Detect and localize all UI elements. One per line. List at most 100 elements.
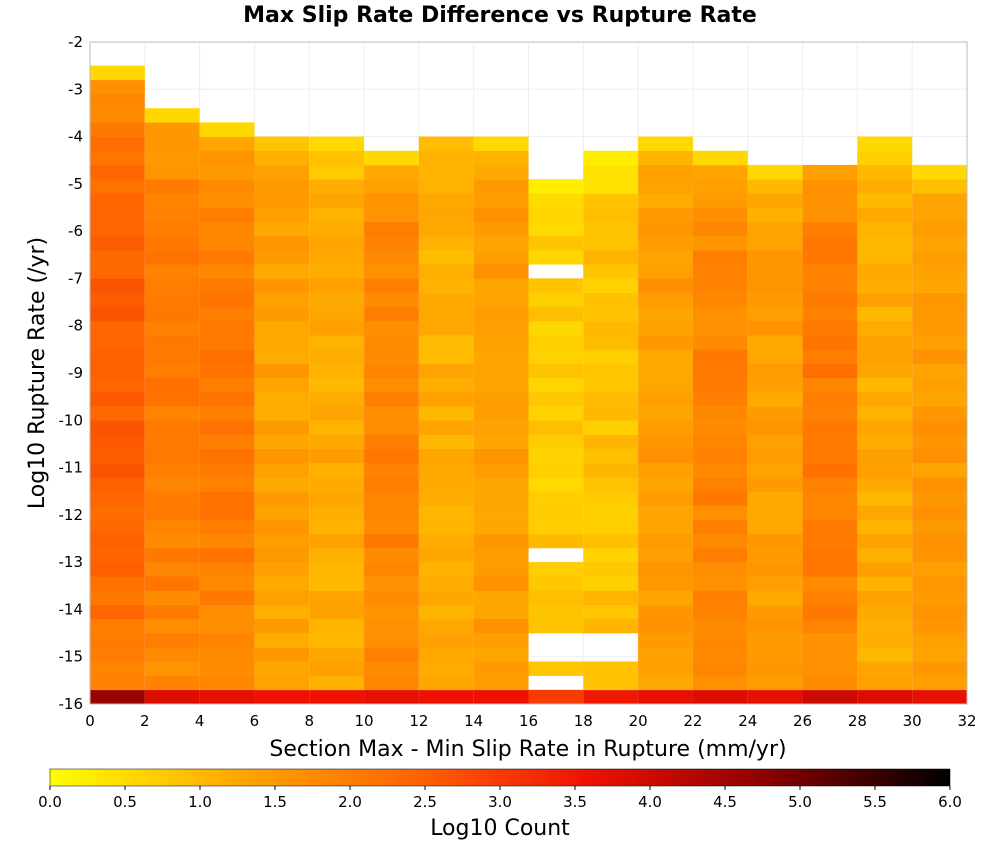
heatmap-cell [90, 562, 145, 577]
heatmap-cell [912, 533, 967, 549]
heatmap-cell [364, 576, 419, 591]
heatmap-cell [528, 320, 584, 336]
heatmap-cell [638, 661, 693, 676]
heatmap-cell [692, 335, 748, 350]
x-tick-label: 8 [304, 712, 314, 730]
heatmap-cell [802, 377, 858, 393]
heatmap-cell [692, 661, 748, 676]
heatmap-cell [364, 377, 419, 393]
heatmap-cell [857, 136, 913, 152]
heatmap-cell [199, 633, 255, 648]
heatmap-cell [692, 491, 748, 506]
heatmap-cell [144, 150, 200, 166]
heatmap-cell [199, 164, 255, 180]
heatmap-cell [309, 150, 365, 166]
heatmap-cells [90, 65, 967, 705]
heatmap-cell [418, 633, 474, 648]
heatmap-cell [473, 661, 529, 676]
heatmap-cell [747, 235, 803, 251]
heatmap-cell [418, 320, 474, 336]
heatmap-cell [692, 618, 748, 634]
heatmap-cell [747, 250, 803, 265]
heatmap-cell [309, 179, 365, 194]
heatmap-cell [144, 647, 200, 662]
heatmap-cell [473, 363, 529, 379]
heatmap-cell [473, 292, 529, 308]
x-tick-label: 10 [355, 712, 374, 730]
heatmap-cell [254, 547, 310, 563]
heatmap-cell [802, 477, 858, 492]
heatmap-cell [747, 647, 803, 662]
heatmap-cell [90, 320, 145, 336]
heatmap-cell [90, 278, 145, 293]
heatmap-cell [583, 547, 639, 563]
heatmap-cell [747, 675, 803, 691]
heatmap-cell [857, 590, 913, 605]
heatmap-cell [90, 306, 145, 322]
heatmap-cell [583, 250, 639, 265]
heatmap-cell [747, 491, 803, 506]
heatmap-cell [857, 179, 913, 194]
heatmap-cell [528, 590, 584, 605]
heatmap-cell [199, 363, 255, 379]
heatmap-cell [802, 661, 858, 676]
heatmap-cell [309, 278, 365, 293]
heatmap-cell [528, 221, 584, 237]
heatmap-cell [90, 391, 145, 407]
heatmap-cell [199, 193, 255, 208]
heatmap-cell [90, 519, 145, 535]
heatmap-cell [802, 207, 858, 222]
heatmap-cell [90, 576, 145, 591]
heatmap-cell [583, 406, 639, 421]
heatmap-cell [747, 179, 803, 194]
heatmap-cell [802, 264, 858, 279]
heatmap-cell [473, 179, 529, 194]
heatmap-cell [473, 618, 529, 634]
heatmap-cell [583, 675, 639, 691]
heatmap-cell [912, 590, 967, 605]
heatmap-cell [418, 547, 474, 563]
heatmap-cell [364, 491, 419, 506]
heatmap-cell [254, 519, 310, 535]
heatmap-cell [583, 235, 639, 251]
heatmap-cell [912, 547, 967, 563]
heatmap-cell [912, 406, 967, 421]
heatmap-cell [254, 448, 310, 464]
heatmap-cell [583, 462, 639, 478]
heatmap-cell [747, 505, 803, 520]
heatmap-cell [254, 434, 310, 449]
heatmap-cell [90, 618, 145, 634]
heatmap-cell [90, 65, 145, 81]
heatmap-cell [199, 406, 255, 421]
heatmap-cell [747, 477, 803, 492]
heatmap-cell [638, 604, 693, 620]
heatmap-cell [254, 377, 310, 393]
heatmap-cell [364, 278, 419, 293]
heatmap-cell [692, 647, 748, 662]
heatmap-cell [583, 604, 639, 620]
heatmap-cell [802, 633, 858, 648]
heatmap-cell [802, 363, 858, 379]
heatmap-cell [692, 675, 748, 691]
heatmap-cell [144, 533, 200, 549]
heatmap-cell [418, 306, 474, 322]
heatmap-cell [90, 689, 145, 705]
heatmap-cell [90, 108, 145, 123]
heatmap-cell [583, 164, 639, 180]
heatmap-cell [747, 164, 803, 180]
heatmap-cell [692, 193, 748, 208]
heatmap-cell [692, 207, 748, 222]
heatmap-cell [747, 193, 803, 208]
heatmap-cell [364, 406, 419, 421]
y-tick-label: -7 [68, 269, 83, 287]
heatmap-cell [802, 491, 858, 506]
heatmap-cell [364, 519, 419, 535]
heatmap-cell [364, 292, 419, 308]
y-tick-label: -13 [59, 553, 84, 571]
heatmap-cell [857, 235, 913, 251]
heatmap-cell [254, 136, 310, 152]
heatmap-cell [912, 207, 967, 222]
heatmap-cell [802, 349, 858, 364]
heatmap-cell [418, 576, 474, 591]
colorbar [49, 768, 951, 787]
